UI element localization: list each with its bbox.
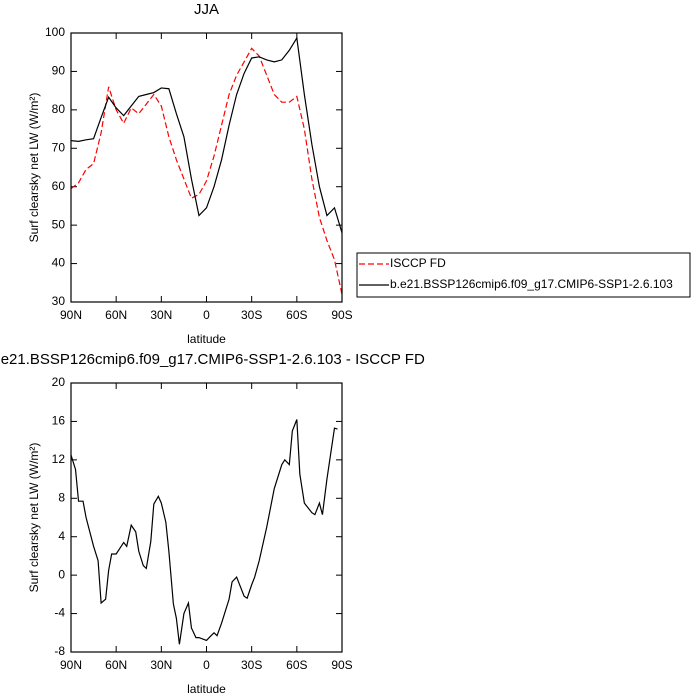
x-tick-label: 60S — [286, 308, 307, 322]
x-axis-label: latitude — [187, 682, 226, 696]
x-tick-label: 90S — [331, 658, 352, 672]
y-tick-label: 100 — [45, 25, 65, 39]
y-tick-label: 12 — [52, 452, 66, 466]
chart-title: JJA — [194, 1, 219, 18]
y-tick-label: 70 — [52, 140, 66, 154]
y-tick-label: 60 — [52, 179, 66, 193]
x-tick-label: 30S — [241, 308, 262, 322]
x-tick-label: 90S — [331, 308, 352, 322]
legend-label: ISCCP FD — [390, 256, 446, 270]
y-tick-label: 20 — [52, 375, 66, 389]
x-tick-label: 30S — [241, 658, 262, 672]
data-line — [70, 47, 343, 295]
y-tick-label: 40 — [52, 256, 66, 270]
y-tick-label: 8 — [58, 490, 65, 504]
x-tick-label: 90N — [60, 308, 82, 322]
y-tick-label: 0 — [58, 567, 65, 581]
x-tick-label: 0 — [203, 658, 210, 672]
y-axis-label: Surf clearsky net LW (W/m²) — [27, 93, 41, 243]
x-tick-label: 60N — [105, 658, 127, 672]
x-tick-label: 90N — [60, 658, 82, 672]
y-axis-label: Surf clearsky net LW (W/m²) — [27, 443, 41, 593]
data-line — [70, 419, 338, 645]
chart-title: b.e21.BSSP126cmip6.f09_g17.CMIP6-SSP1-2.… — [0, 351, 425, 368]
y-tick-label: 4 — [58, 529, 65, 543]
y-tick-label: 30 — [52, 294, 66, 308]
x-axis-label: latitude — [187, 332, 226, 346]
x-tick-label: 30N — [150, 308, 172, 322]
y-tick-label: -4 — [54, 606, 65, 620]
y-tick-label: -8 — [54, 644, 65, 658]
y-tick-label: 16 — [52, 414, 66, 428]
plot-frame — [70, 382, 343, 653]
plot-frame — [70, 32, 343, 303]
x-tick-label: 30N — [150, 658, 172, 672]
y-tick-label: 50 — [52, 217, 66, 231]
x-tick-label: 0 — [203, 308, 210, 322]
x-tick-label: 60N — [105, 308, 127, 322]
legend-box — [356, 252, 691, 298]
legend-label: b.e21.BSSP126cmip6.f09_g17.CMIP6-SSP1-2.… — [390, 277, 673, 291]
data-line — [70, 36, 343, 234]
y-tick-label: 80 — [52, 102, 66, 116]
y-tick-label: 90 — [52, 64, 66, 78]
x-tick-label: 60S — [286, 658, 307, 672]
